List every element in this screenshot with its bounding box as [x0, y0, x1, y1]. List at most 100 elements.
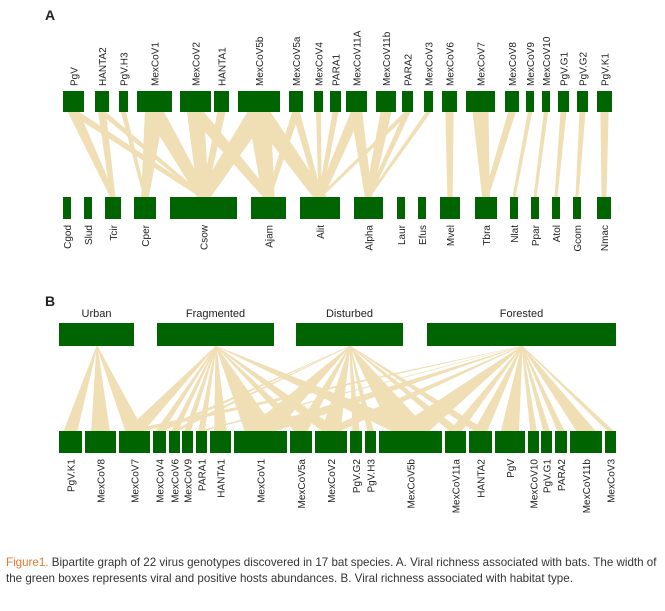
link-a-22 — [366, 112, 431, 197]
virus-b-box-pgv-g2 — [350, 431, 362, 453]
link-a-27 — [533, 112, 549, 197]
bat-label-tcir: Tcir — [109, 224, 120, 240]
virus-label-mexcov11b: MexCoV11b — [382, 31, 393, 86]
habitat-label-disturbed: Disturbed — [326, 308, 373, 320]
virus-box-mexcov6 — [442, 91, 457, 112]
link-b-22 — [349, 346, 488, 431]
virus-box-pgv-g1 — [558, 91, 569, 112]
caption-label: Figure1. — [6, 556, 49, 569]
bat-label-ppar: Ppar — [531, 224, 542, 246]
virus-box-mexcov5b — [238, 91, 280, 112]
link-a-21 — [318, 112, 411, 197]
link-a-0 — [67, 112, 116, 197]
link-b-27 — [391, 346, 523, 431]
link-b-33 — [521, 346, 565, 431]
virus-b-label-mexcov9: MexCoV9 — [184, 459, 195, 503]
virus-b-label-pgv-h3: PgV.H3 — [367, 459, 378, 493]
virus-b-box-mexcov10 — [528, 431, 539, 453]
bat-box-atol — [552, 197, 560, 219]
bipartite-figure: A B PgV HANTA2 PgV.H3 MexCoV1 MexCoV2 HANTA1 M… — [45, 7, 618, 513]
link-a-17 — [316, 112, 363, 197]
virus-b-label-mexcov7: MexCoV7 — [131, 459, 142, 503]
virus-box-pgv-k1 — [597, 91, 612, 112]
link-b-3 — [125, 346, 217, 431]
virus-box-mexcov4 — [314, 91, 323, 112]
virus-b-label-mexcov10: MexCoV10 — [530, 459, 541, 509]
virus-b-box-hanta1 — [210, 431, 231, 453]
link-a-7 — [186, 112, 209, 197]
virus-b-box-mexcov1 — [234, 431, 287, 453]
virus-b-label-mexcov6: MexCoV6 — [171, 459, 182, 503]
bat-label-efus: Efus — [418, 225, 429, 245]
bat-box-ppar — [531, 197, 539, 219]
virus-label-mexcov6: MexCoV6 — [446, 42, 457, 86]
link-a-29 — [575, 112, 586, 197]
link-b-9 — [215, 346, 277, 431]
virus-b-label-mexcov3: MexCoV3 — [607, 459, 618, 503]
bat-box-tcir — [105, 197, 121, 219]
virus-label-mexcov10: MexCoV10 — [542, 36, 553, 86]
virus-b-label-mexcov11b: MexCoV11b — [582, 459, 593, 514]
panel-a-boxes: PgV HANTA2 PgV.H3 MexCoV1 MexCoV2 HANTA1 MexCo… — [63, 30, 612, 252]
virus-b-box-para1 — [196, 431, 207, 453]
virus-label-mexcov4: MexCoV4 — [315, 42, 326, 86]
virus-box-pgv — [63, 91, 84, 112]
bat-label-cgod: Cgod — [63, 225, 74, 249]
link-b-31 — [521, 346, 537, 431]
virus-box-para2 — [402, 91, 413, 112]
habitat-box-disturbed — [296, 323, 403, 346]
virus-box-hanta1 — [214, 91, 229, 112]
virus-label-para2: PARA2 — [404, 54, 415, 86]
link-a-9 — [200, 112, 226, 197]
panel-b-letter: B — [45, 293, 55, 309]
virus-b-box-mexcov4 — [153, 431, 166, 453]
link-b-14 — [171, 346, 351, 431]
bat-box-ajam — [251, 197, 286, 219]
virus-label-mexcov1: MexCoV1 — [151, 42, 162, 86]
virus-b-label-pgv-k1: PgV.K1 — [67, 459, 78, 492]
link-b-26 — [321, 346, 523, 431]
virus-label-hanta1: HANTA1 — [218, 47, 229, 86]
virus-b-label-mexcov5b: MexCoV5b — [407, 459, 418, 509]
link-a-14 — [292, 112, 323, 197]
bat-label-ajam: Ajam — [265, 225, 276, 248]
virus-label-mexcov7: MexCoV7 — [477, 42, 488, 86]
panel-b-boxes: Urban Fragmented Disturbed Forested PgV.K1 Me… — [59, 308, 618, 513]
virus-box-pgv-h3 — [119, 91, 128, 112]
virus-b-box-mexcov5b — [379, 431, 442, 453]
bat-box-efus — [418, 197, 426, 219]
bat-box-laur — [397, 197, 405, 219]
link-a-30 — [600, 112, 609, 197]
link-b-7 — [198, 346, 217, 431]
virus-b-box-mexcov3 — [605, 431, 616, 453]
link-a-2 — [98, 112, 116, 197]
link-b-23 — [125, 346, 523, 431]
virus-b-box-mexcov11b — [570, 431, 602, 453]
virus-box-hanta2 — [95, 91, 109, 112]
virus-b-label-hanta1: HANTA1 — [217, 459, 228, 498]
link-a-28 — [554, 112, 567, 197]
link-a-24 — [472, 112, 490, 197]
link-b-13 — [155, 346, 351, 431]
virus-label-hanta2: HANTA2 — [98, 47, 109, 86]
link-a-23 — [445, 112, 454, 197]
virus-box-pgv-g2 — [577, 91, 588, 112]
habitat-box-urban — [59, 323, 134, 346]
link-a-12 — [247, 112, 327, 197]
link-b-30 — [501, 346, 523, 431]
panel-a-letter: A — [45, 7, 55, 23]
virus-label-pgv-g2: PgV.G2 — [579, 51, 590, 86]
virus-b-label-pgv-g2: PgV.G2 — [352, 459, 363, 494]
bat-box-mvel — [440, 197, 460, 219]
panel-a-links — [67, 112, 609, 197]
bat-box-cper — [134, 197, 156, 219]
virus-b-label-hanta2: HANTA2 — [477, 459, 488, 498]
link-b-28 — [449, 346, 523, 431]
link-a-6 — [144, 112, 210, 197]
virus-box-mexcov3 — [424, 91, 433, 112]
link-b-25 — [244, 346, 523, 431]
virus-b-label-mexcov8: MexCoV8 — [97, 459, 108, 503]
link-b-35 — [521, 346, 614, 431]
caption-text: Bipartite graph of 22 virus genotypes di… — [6, 556, 657, 585]
virus-b-box-pgv — [495, 431, 525, 453]
